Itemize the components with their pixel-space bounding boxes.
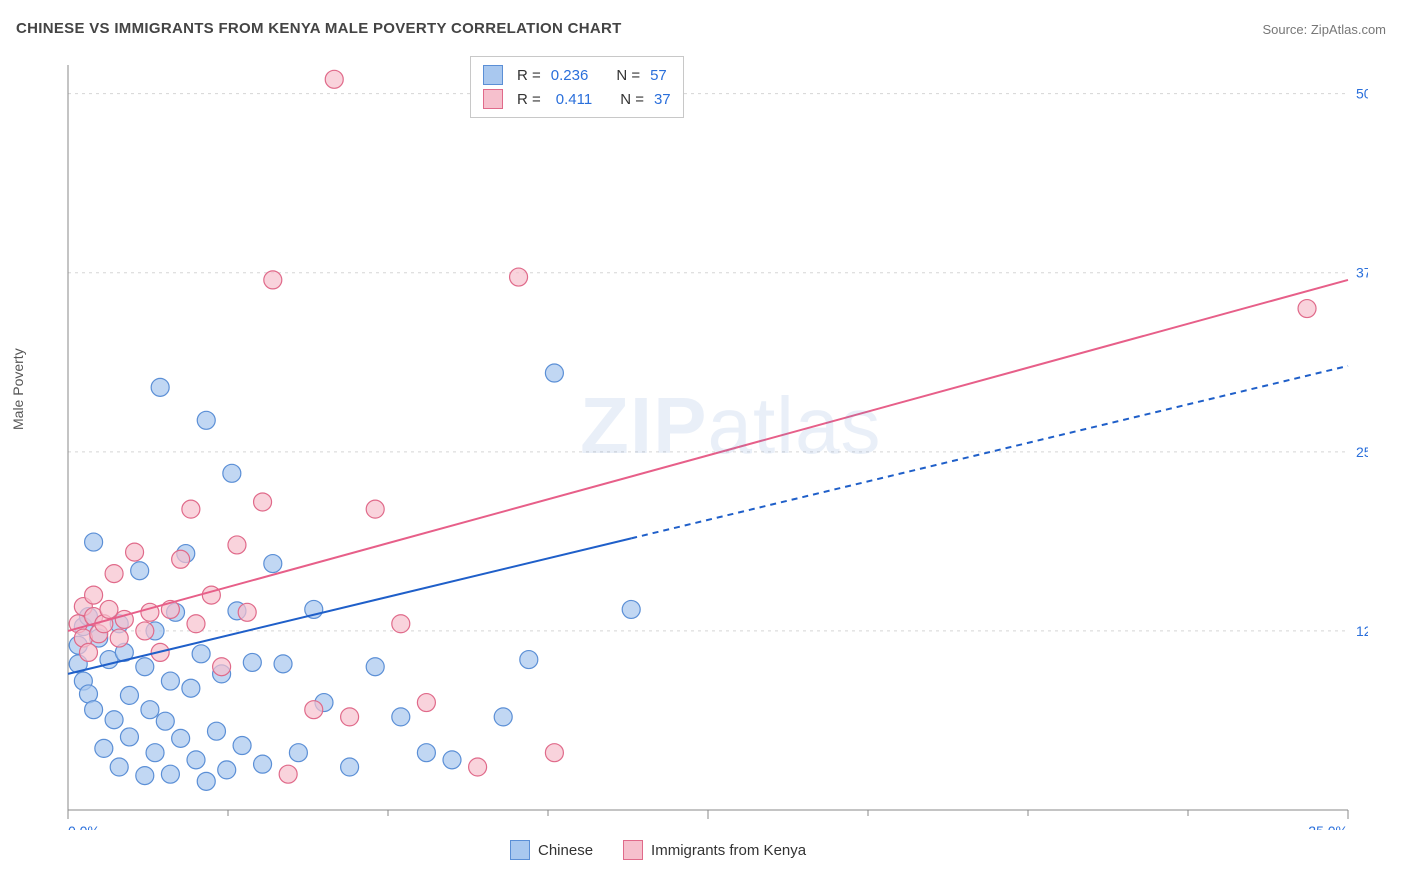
scatter-chart-svg: 12.5% 25.0% 37.5% 50.0% 0.0% 25.0% <box>48 50 1368 830</box>
swatch-series-1 <box>483 89 503 109</box>
swatch-series-0 <box>483 65 503 85</box>
svg-text:12.5%: 12.5% <box>1356 623 1368 639</box>
n-label-1: N = <box>620 91 644 108</box>
chart-area: 12.5% 25.0% 37.5% 50.0% 0.0% 25.0% <box>48 50 1368 830</box>
legend-item-1: Immigrants from Kenya <box>623 840 806 860</box>
legend-swatch-0 <box>510 840 530 860</box>
n-value-1: 37 <box>654 91 671 108</box>
svg-text:0.0%: 0.0% <box>68 823 100 830</box>
legend-swatch-1 <box>623 840 643 860</box>
n-value-0: 57 <box>650 67 667 84</box>
y-axis-label: Male Poverty <box>10 348 26 430</box>
r-value-0: 0.236 <box>551 67 589 84</box>
svg-text:25.0%: 25.0% <box>1308 823 1348 830</box>
r-value-1: 0.411 <box>556 91 592 108</box>
r-label-1: R = <box>517 91 541 108</box>
legend-item-0: Chinese <box>510 840 593 860</box>
legend-series-box: Chinese Immigrants from Kenya <box>510 840 806 860</box>
svg-text:25.0%: 25.0% <box>1356 444 1368 460</box>
chart-title: CHINESE VS IMMIGRANTS FROM KENYA MALE PO… <box>16 20 622 37</box>
n-label-0: N = <box>616 67 640 84</box>
legend-correlation-box: R = 0.236 N = 57 R = 0.411 N = 37 <box>470 56 684 118</box>
r-label-0: R = <box>517 67 541 84</box>
svg-text:37.5%: 37.5% <box>1356 265 1368 281</box>
legend-label-1: Immigrants from Kenya <box>651 842 806 859</box>
svg-text:50.0%: 50.0% <box>1356 86 1368 102</box>
legend-label-0: Chinese <box>538 842 593 859</box>
legend-row-series-0: R = 0.236 N = 57 <box>483 63 671 87</box>
legend-row-series-1: R = 0.411 N = 37 <box>483 87 671 111</box>
source-attribution: Source: ZipAtlas.com <box>1262 22 1386 37</box>
